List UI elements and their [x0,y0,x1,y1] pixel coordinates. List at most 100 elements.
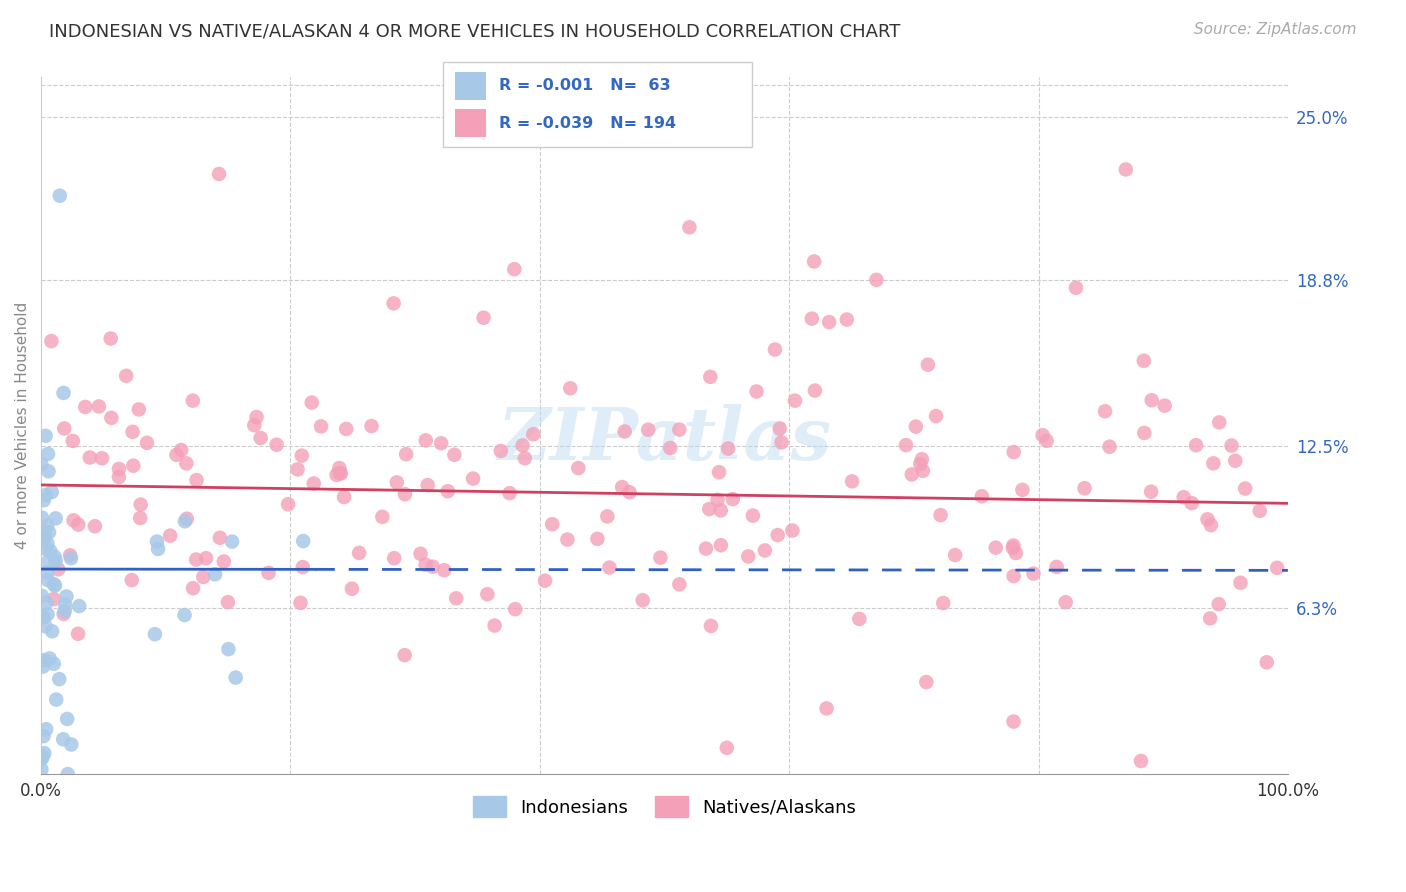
Point [37,555,59,569]
Point [1115,162,1137,177]
Point [37,566,59,580]
Point [136,435,159,450]
Point [44,578,66,592]
Point [596,509,619,524]
Point [34,429,56,443]
Point [911,464,934,478]
Point [121,425,143,439]
Point [815,701,838,715]
Point [1153,399,1175,413]
Point [32,610,55,624]
Point [176,512,198,526]
Point [422,559,444,574]
Point [710,503,733,517]
Point [1249,504,1271,518]
Point [115,368,138,383]
Point [41,485,63,500]
Point [1094,404,1116,418]
Point [557,533,579,547]
Point [1208,416,1230,430]
Point [333,490,356,504]
Point [567,461,589,475]
Point [503,602,526,616]
Point [129,511,152,525]
Point [1002,539,1025,553]
Point [783,393,806,408]
Point [929,508,952,522]
Point [804,384,827,398]
Point [59,549,82,563]
Point [668,577,690,591]
Point [498,486,520,500]
Point [67,599,90,613]
Point [122,458,145,473]
Point [865,273,887,287]
Point [477,587,499,601]
Point [910,457,932,471]
Point [56,712,79,726]
Point [769,422,792,436]
Point [415,558,437,572]
Point [699,369,721,384]
Point [174,514,197,528]
Point [678,220,700,235]
Point [394,487,416,501]
Point [38,651,60,665]
Point [67,626,90,640]
Point [52,385,75,400]
Point [522,427,544,442]
Point [60,738,83,752]
Text: INDONESIAN VS NATIVE/ALASKAN 4 OR MORE VEHICLES IN HOUSEHOLD CORRELATION CHART: INDONESIAN VS NATIVE/ALASKAN 4 OR MORE V… [49,22,901,40]
Point [560,381,582,395]
Point [37,518,59,533]
Point [818,315,841,329]
Point [34,746,56,760]
Point [55,590,77,604]
Point [710,538,733,552]
Point [176,456,198,470]
Point [100,410,122,425]
Point [128,402,150,417]
Point [1199,611,1222,625]
Point [1220,439,1243,453]
Point [433,563,456,577]
Point [586,532,609,546]
Point [904,419,927,434]
Point [1202,456,1225,470]
Point [395,447,418,461]
Point [1208,597,1230,611]
Point [512,438,534,452]
Point [754,543,776,558]
Point [347,546,370,560]
Point [1140,393,1163,408]
Point [1098,440,1121,454]
Point [707,465,730,479]
Point [41,334,63,348]
Point [1181,496,1204,510]
Point [803,254,825,268]
Point [800,311,823,326]
Point [290,596,312,610]
Point [45,511,67,525]
Point [340,582,363,596]
Point [382,296,405,310]
Point [31,589,53,603]
Point [766,528,789,542]
Point [534,574,557,588]
Point [75,400,97,414]
Point [39,544,62,558]
Point [598,560,620,574]
Point [1140,484,1163,499]
Text: R = -0.039   N= 194: R = -0.039 N= 194 [499,116,676,130]
Point [409,547,432,561]
Point [1001,541,1024,555]
Point [360,419,382,434]
Point [1054,595,1077,609]
Point [84,519,107,533]
Point [1199,518,1222,533]
Point [79,450,101,465]
Point [436,484,458,499]
Point [62,434,84,448]
Point [446,591,468,606]
Point [37,607,59,622]
